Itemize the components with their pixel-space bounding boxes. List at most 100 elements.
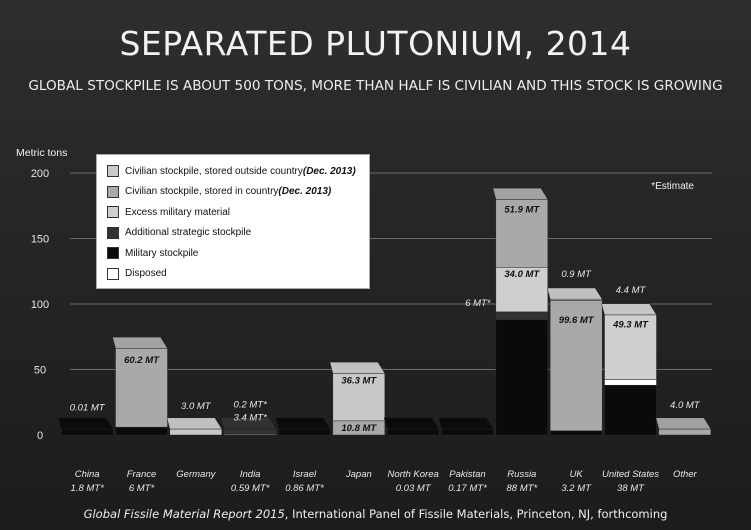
x-tick-label: Germany: [176, 469, 216, 480]
x-tick-label: UK: [570, 469, 584, 480]
legend-note: (Dec. 2013): [278, 186, 332, 198]
legend-item-excess-military: Excess military material: [107, 202, 369, 223]
y-tick-label: 50: [34, 365, 46, 377]
legend-label: Excess military material: [125, 206, 231, 218]
estimate-note: *Estimate: [651, 181, 694, 192]
legend-swatch: [107, 206, 119, 219]
bar-segment-civilian-in: [495, 199, 549, 268]
data-label: 4.4 MT: [616, 285, 647, 296]
x-tick-label: Pakistan: [449, 469, 485, 480]
bar-total-label: 6 MT*: [129, 483, 155, 494]
legend-label: Disposed: [125, 268, 167, 280]
y-tick-label: 150: [31, 234, 49, 246]
data-label: 99.6 MT: [559, 315, 595, 326]
y-tick-label: 100: [31, 299, 49, 311]
legend-note: (Dec. 2013): [302, 165, 356, 177]
legend: Civilian stockpile, stored outside count…: [96, 154, 370, 289]
bar-segment-civilian-in: [549, 300, 603, 432]
bar-segment-civilian-in: [658, 428, 712, 436]
bar-top-cap: [275, 417, 331, 430]
bar-total-label: 3.2 MT: [561, 483, 592, 494]
legend-item-military: Military stockpile: [107, 243, 369, 264]
chart-subtitle: GLOBAL STOCKPILE IS ABOUT 500 TONS, MORE…: [28, 78, 723, 94]
bar-top-cap: [438, 417, 494, 430]
legend-item-civilian-in: Civilian stockpile, stored in country (D…: [107, 182, 369, 203]
bar-segment-civilian-outside: [169, 428, 223, 436]
bar-top-cap: [57, 417, 114, 430]
legend-label: Military stockpile: [125, 247, 199, 259]
bar-total-label: 0.03 MT: [396, 483, 432, 494]
source-publisher: , International Panel of Fissile Materia…: [284, 507, 668, 521]
bar-total-label: 88 MT*: [507, 483, 538, 494]
legend-label: Civilian stockpile, stored outside count…: [125, 165, 303, 177]
bar-segment-military: [278, 428, 331, 436]
x-tick-label: Other: [673, 469, 698, 480]
legend-swatch: [107, 247, 119, 260]
data-label: 4.0 MT: [670, 400, 701, 411]
bar-segment-additional-strategic: [223, 429, 277, 435]
bar-segment-military: [549, 430, 603, 436]
bar-segment-military: [386, 428, 440, 436]
legend-swatch: [107, 185, 119, 198]
bar-segment-civilian-in: [115, 348, 168, 428]
bar-segment-excess-military: [495, 267, 549, 313]
legend-item-additional-strategic: Additional strategic stockpile: [107, 223, 369, 244]
data-label: 3.4 MT*: [234, 413, 268, 424]
data-label: 3.0 MT: [181, 401, 212, 412]
data-label: 51.9 MT: [504, 205, 540, 216]
y-axis-label: Metric tons: [16, 147, 67, 159]
data-label: 60.2 MT: [124, 355, 160, 366]
bar-top-cap: [166, 417, 223, 430]
bar-total-label: 0.86 MT*: [285, 483, 324, 494]
bar-top-cap: [492, 187, 549, 200]
bar-top-cap: [329, 361, 386, 374]
x-tick-label: India: [240, 469, 261, 480]
source-report-title: Global Fissile Material Report 2015: [83, 507, 285, 521]
data-label: 36.3 MT: [341, 375, 377, 386]
bar-top-cap: [546, 287, 603, 300]
bar-total-label: 0.59 MT*: [231, 483, 270, 494]
x-tick-label: United States: [602, 469, 659, 480]
bar-top-cap: [655, 417, 712, 430]
data-label: 0.01 MT: [70, 403, 106, 414]
legend-label: Civilian stockpile, stored in country: [125, 186, 279, 198]
x-tick-label: Israel: [293, 469, 317, 480]
legend-label: Additional strategic stockpile: [125, 227, 252, 239]
bar-top-cap: [601, 303, 657, 316]
data-label: 0.9 MT: [561, 269, 592, 280]
x-tick-label: China: [75, 469, 100, 480]
x-tick-label: Japan: [345, 469, 372, 480]
legend-swatch: [107, 226, 119, 239]
legend-item-civilian-outside: Civilian stockpile, stored outside count…: [107, 161, 369, 182]
x-tick-label: Russia: [507, 469, 536, 480]
bar-segment-excess-military: [604, 314, 657, 380]
source-citation: Global Fissile Material Report 2015, Int…: [0, 507, 751, 521]
data-label: 49.3 MT: [612, 320, 649, 331]
bar-total-label: 0.17 MT*: [448, 483, 487, 494]
bar-total-label: 38 MT: [617, 483, 645, 494]
bar-top-cap: [220, 417, 277, 430]
bar-segment-military: [115, 426, 168, 436]
bar-segment-military: [441, 428, 494, 436]
data-label: 6 MT*: [465, 298, 491, 309]
x-tick-label: North Korea: [388, 469, 439, 480]
data-label: 10.8 MT: [341, 423, 377, 434]
bar-segment-disposed: [604, 379, 657, 386]
bar-segment-civilian-outside: [332, 373, 386, 422]
bar-top-cap: [112, 336, 168, 349]
data-label: 0.2 MT*: [234, 400, 268, 411]
bar-segment-military: [60, 428, 114, 436]
bar-segment-military: [495, 319, 549, 436]
y-tick-label: 200: [31, 168, 49, 180]
bar-segment-military: [604, 384, 657, 436]
bar-top-cap: [383, 417, 440, 430]
chart-title: SEPARATED PLUTONIUM, 2014: [119, 24, 632, 63]
legend-swatch: [107, 165, 119, 178]
y-tick-label: 0: [37, 430, 43, 442]
legend-item-disposed: Disposed: [107, 264, 369, 285]
bar-segment-additional-strategic: [495, 311, 549, 320]
x-tick-label: France: [127, 469, 157, 480]
bar-total-label: 1.8 MT*: [71, 483, 105, 494]
